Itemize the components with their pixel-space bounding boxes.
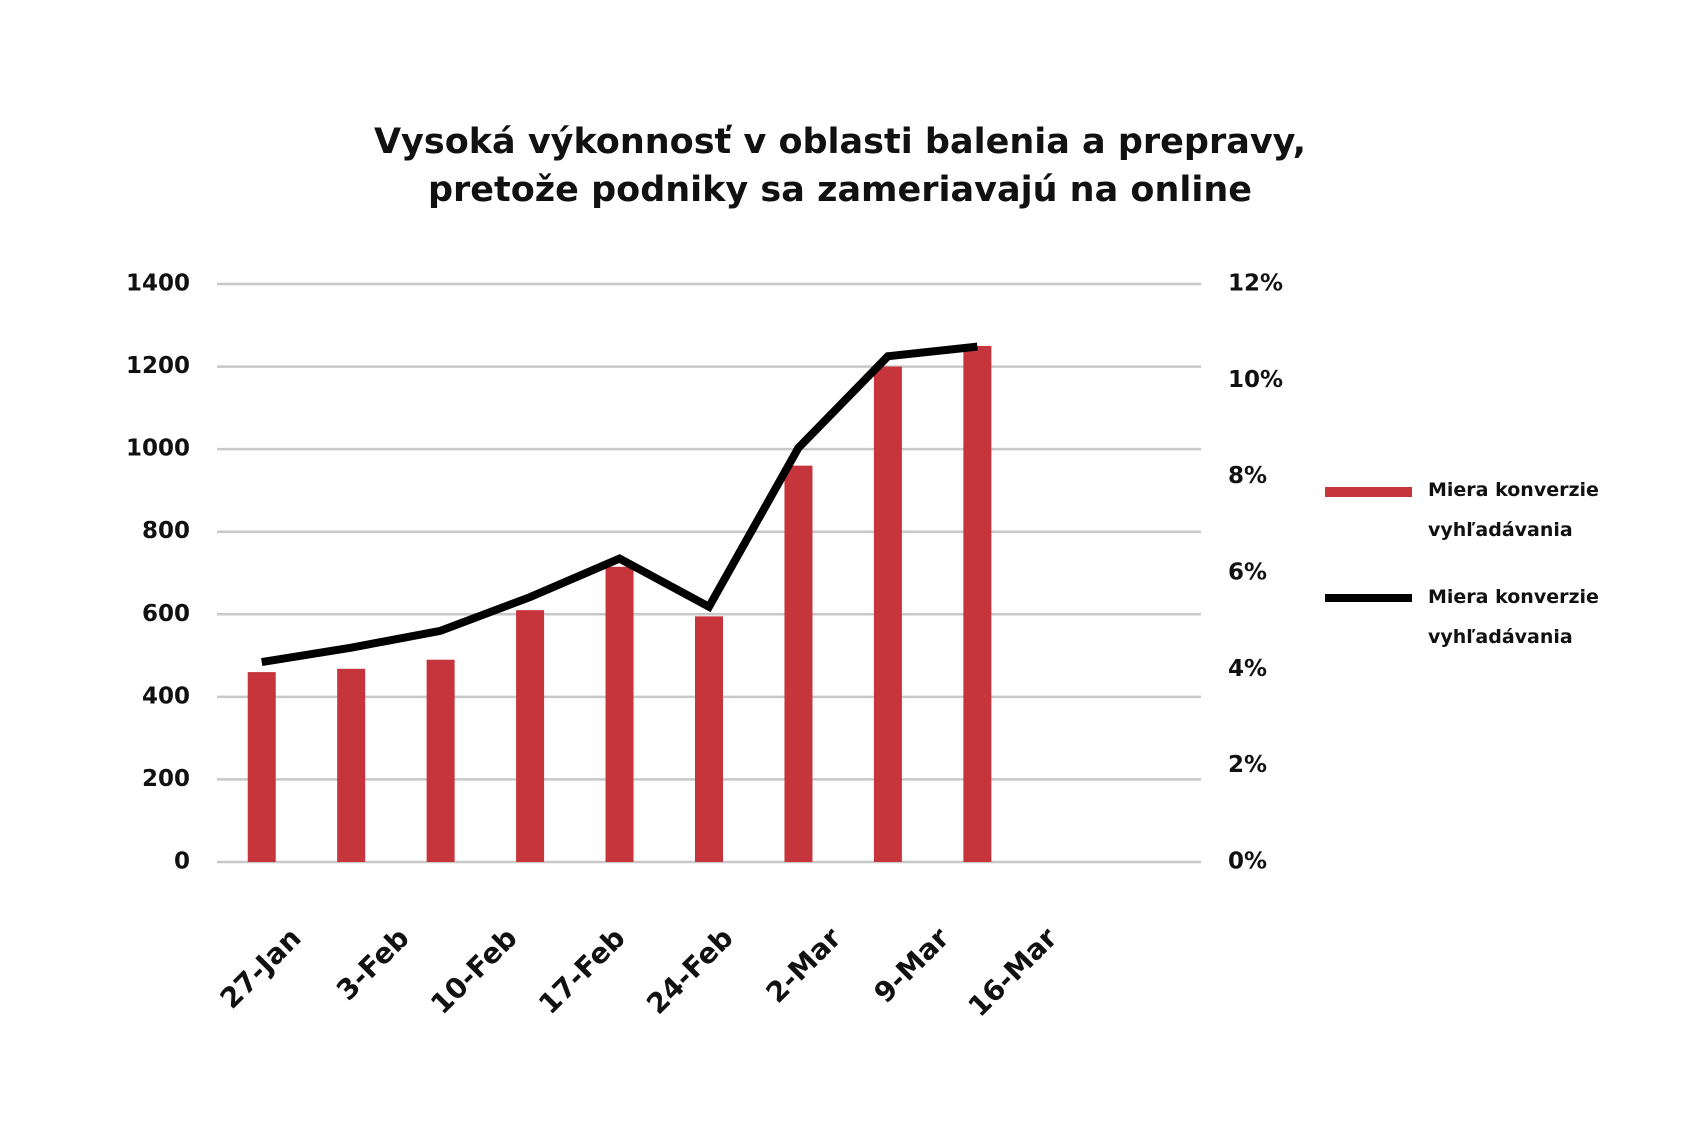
bar <box>605 566 634 862</box>
y-tick-label: 600 <box>142 601 190 627</box>
x-tick-label: 9-Mar <box>867 921 955 1009</box>
y-tick-label: 800 <box>142 518 190 544</box>
x-tick-label: 10-Feb <box>424 921 523 1020</box>
bar <box>695 616 723 862</box>
line <box>261 342 978 667</box>
y2-tick-label: 6% <box>1228 560 1267 586</box>
x-tick-label: 27-Jan <box>214 921 308 1015</box>
bar <box>963 345 992 862</box>
legend-label: Miera konverzie vyhľadávania <box>1428 479 1599 541</box>
y2-tick-label: 8% <box>1228 463 1267 489</box>
bar <box>247 672 276 862</box>
bar <box>426 659 455 862</box>
bar <box>873 366 902 862</box>
x-tick-label: 17-Feb <box>532 921 631 1020</box>
bar <box>337 668 366 862</box>
x-tick-label: 3-Feb <box>330 921 416 1007</box>
legend-label: Miera konverzie vyhľadávania <box>1428 586 1599 648</box>
x-tick-label: 2-Mar <box>759 921 847 1009</box>
y2-tick-label: 12% <box>1228 271 1283 297</box>
bar <box>784 465 813 862</box>
y2-tick-label: 2% <box>1228 752 1267 778</box>
y-tick-label: 1400 <box>126 271 190 297</box>
x-tick-label: 16-Mar <box>962 921 1064 1023</box>
y-tick-label: 400 <box>142 683 190 709</box>
y2-tick-label: 0% <box>1228 849 1267 875</box>
y-tick-label: 0 <box>174 849 190 875</box>
y-tick-label: 1200 <box>126 353 190 379</box>
y2-tick-label: 10% <box>1228 367 1283 393</box>
bar <box>516 610 545 862</box>
x-tick-label: 24-Feb <box>640 921 739 1020</box>
y2-tick-label: 4% <box>1228 656 1267 682</box>
chart-title: Vysoká výkonnosť v oblasti balenia a pre… <box>373 122 1307 210</box>
y-tick-label: 1000 <box>126 436 190 462</box>
y-tick-label: 200 <box>142 766 190 792</box>
